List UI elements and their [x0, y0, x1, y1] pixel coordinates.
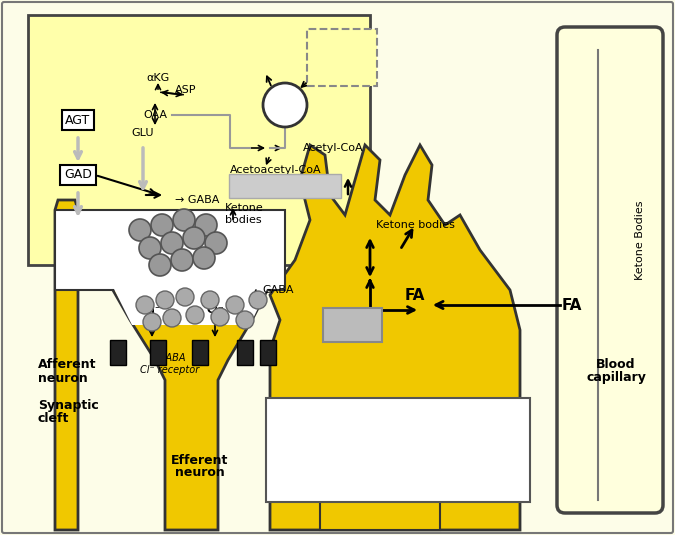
Circle shape [249, 291, 267, 309]
Text: Cl⁻: Cl⁻ [206, 305, 224, 315]
Text: GABA: GABA [158, 353, 186, 363]
Circle shape [171, 249, 193, 271]
FancyBboxPatch shape [307, 29, 377, 86]
Text: GABA: GABA [262, 285, 294, 295]
Text: αKG: αKG [146, 73, 169, 83]
Polygon shape [55, 200, 78, 530]
Circle shape [193, 247, 215, 269]
Circle shape [173, 209, 195, 231]
Text: Cycle: Cycle [325, 70, 358, 80]
Text: Astrocyte: Astrocyte [321, 439, 389, 452]
Polygon shape [55, 210, 285, 290]
Circle shape [176, 288, 194, 306]
Text: αKG: α-ketoglutarate: αKG: α-ketoglutarate [275, 481, 392, 491]
Text: OAA: oxaloacetate: OAA: oxaloacetate [275, 464, 378, 474]
Circle shape [151, 214, 173, 236]
Circle shape [205, 232, 227, 254]
Text: ASP: aspartate: ASP: aspartate [275, 447, 357, 457]
Circle shape [186, 306, 204, 324]
Text: neuron: neuron [175, 467, 225, 479]
Circle shape [163, 309, 181, 327]
Text: Efferent: Efferent [171, 454, 229, 467]
FancyBboxPatch shape [557, 27, 663, 513]
Circle shape [201, 291, 219, 309]
Text: ATP: ATP [338, 318, 367, 332]
Text: Afferent: Afferent [38, 358, 97, 371]
Text: Krebs: Krebs [324, 58, 360, 68]
Circle shape [211, 308, 229, 326]
Text: Ketone Bodies: Ketone Bodies [635, 200, 645, 280]
Text: CS: CS [275, 98, 295, 112]
Text: Acetyl-CoA: Acetyl-CoA [303, 143, 364, 153]
Text: FA: FA [405, 287, 425, 302]
Polygon shape [270, 145, 520, 530]
Text: neuron: neuron [38, 371, 88, 385]
Circle shape [236, 311, 254, 329]
Circle shape [183, 227, 205, 249]
Circle shape [136, 296, 154, 314]
Polygon shape [110, 285, 270, 530]
Text: FA: fatty acids: FA: fatty acids [275, 413, 354, 423]
Text: Synaptic: Synaptic [38, 399, 99, 411]
Polygon shape [320, 415, 440, 530]
Text: bodies: bodies [225, 215, 262, 225]
Text: FA: FA [562, 297, 583, 312]
Circle shape [143, 313, 161, 331]
Text: ASP: ASP [176, 85, 196, 95]
FancyBboxPatch shape [237, 340, 253, 365]
FancyBboxPatch shape [323, 308, 382, 342]
Text: OAA: OAA [143, 110, 167, 120]
Text: GLU: glutamate: GLU: glutamate [275, 430, 362, 440]
Circle shape [149, 254, 171, 276]
Text: Acetoacetyl-CoA: Acetoacetyl-CoA [230, 165, 321, 175]
Circle shape [156, 291, 174, 309]
Text: GAD: GAD [64, 169, 92, 181]
Circle shape [161, 232, 183, 254]
FancyBboxPatch shape [229, 174, 341, 198]
Text: Blood: Blood [596, 358, 636, 371]
Circle shape [195, 214, 217, 236]
Polygon shape [113, 287, 268, 325]
Circle shape [139, 237, 161, 259]
Text: A: A [192, 354, 198, 363]
Circle shape [129, 219, 151, 241]
Text: → GABA: → GABA [175, 195, 219, 205]
Text: cleft: cleft [38, 411, 70, 424]
Text: Ketone: Ketone [225, 203, 264, 213]
FancyBboxPatch shape [266, 398, 530, 502]
FancyBboxPatch shape [28, 15, 370, 265]
Text: Ketone bodies: Ketone bodies [246, 182, 325, 192]
Text: Ketone bodies: Ketone bodies [375, 220, 454, 230]
FancyBboxPatch shape [192, 340, 208, 365]
Text: capillary: capillary [586, 371, 646, 385]
Text: AGT: AGT [65, 113, 90, 126]
Text: GLU: GLU [132, 128, 155, 138]
FancyBboxPatch shape [150, 340, 166, 365]
Circle shape [226, 296, 244, 314]
FancyBboxPatch shape [260, 340, 276, 365]
Text: Cl⁻: Cl⁻ [143, 305, 161, 315]
FancyBboxPatch shape [110, 340, 126, 365]
Circle shape [263, 83, 307, 127]
Text: Cl⁻ receptor: Cl⁻ receptor [140, 365, 200, 375]
